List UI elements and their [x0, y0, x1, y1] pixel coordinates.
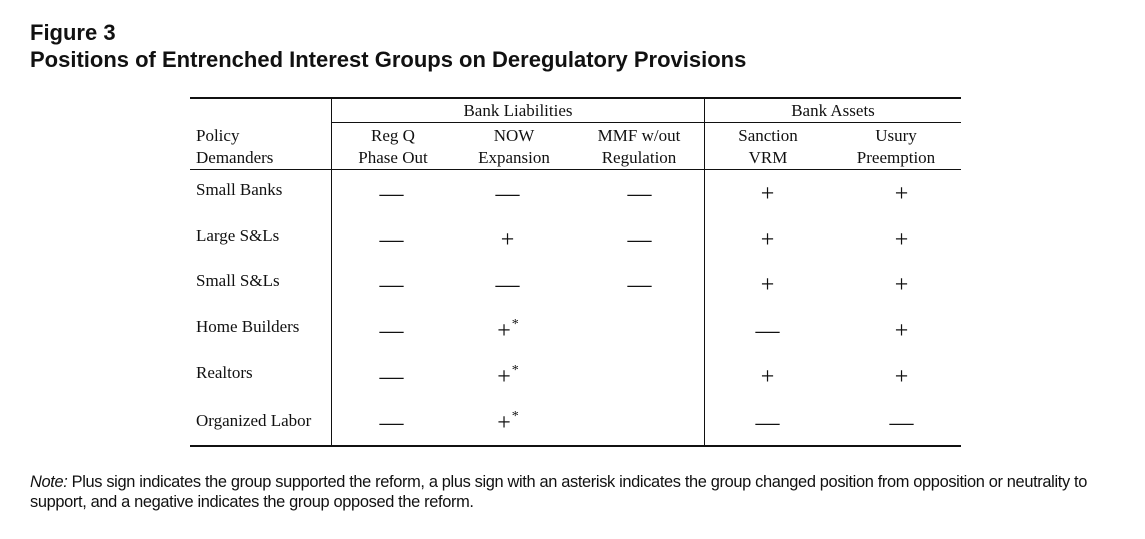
position-cell: —: [738, 411, 798, 439]
figure-label: Figure 3: [30, 20, 116, 45]
position-cell: [610, 319, 670, 347]
position-symbol: —: [889, 410, 914, 436]
position-cell: —: [362, 365, 422, 393]
position-symbol: —: [495, 181, 520, 207]
position-cell: —: [872, 411, 932, 439]
column-header-reg-q-line2: Phase Out: [358, 148, 428, 167]
position-symbol: —: [755, 318, 780, 344]
position-cell: +: [872, 182, 932, 210]
position-symbol: +: [894, 318, 909, 344]
row-label: Small Banks: [196, 180, 283, 199]
figure-title: Positions of Entrenched Interest Groups …: [30, 47, 747, 72]
position-symbol: +: [760, 272, 775, 298]
table-bottom-rule: [190, 445, 961, 447]
position-symbol: —: [627, 227, 652, 253]
row-label: Organized Labor: [196, 411, 312, 430]
column-header-vrm-line1: Sanction: [738, 126, 798, 145]
position-cell: —: [362, 411, 422, 439]
group-underline: [332, 122, 961, 123]
divider-groups: [704, 99, 705, 447]
column-header-mmf-line2: Regulation: [601, 148, 677, 167]
position-cell: —: [362, 182, 422, 210]
position-cell: +*: [478, 363, 538, 393]
position-symbol: +: [894, 364, 909, 390]
column-header-mmf-line1: MMF w/out: [597, 126, 681, 145]
position-cell: —: [478, 273, 538, 301]
position-cell: +: [738, 273, 798, 301]
column-header-vrm-line2: VRM: [748, 148, 788, 167]
position-cell: [610, 411, 670, 439]
note-text: Plus sign indicates the group supported …: [30, 473, 1087, 511]
row-header-line1: Policy: [196, 126, 240, 145]
position-symbol: +: [894, 272, 909, 298]
divider-row-header: [331, 99, 332, 447]
position-cell: +*: [478, 317, 538, 347]
column-header-usury-line1: Usury: [875, 126, 917, 145]
figure-note: Note: Plus sign indicates the group supp…: [30, 472, 1130, 512]
positions-table: Bank Liabilities Bank Assets Policy Dema…: [190, 97, 961, 447]
position-cell: —: [362, 228, 422, 256]
table-top-rule: [190, 97, 961, 99]
row-header-line2: Demanders: [196, 148, 274, 167]
position-cell: —: [610, 273, 670, 301]
position-symbol: —: [379, 227, 404, 253]
position-cell: +: [478, 228, 538, 256]
position-cell: +: [872, 319, 932, 347]
position-asterisk: *: [511, 363, 519, 378]
position-symbol: +: [497, 318, 511, 344]
column-header-now-line1: NOW: [493, 126, 535, 145]
position-cell: +: [872, 365, 932, 393]
position-asterisk: *: [511, 409, 519, 424]
position-cell: —: [362, 273, 422, 301]
position-symbol: +: [894, 181, 909, 207]
row-label: Small S&Ls: [196, 271, 280, 290]
position-symbol: —: [627, 272, 652, 298]
header-bottom-rule: [190, 169, 961, 170]
position-cell: —: [362, 319, 422, 347]
row-label: Realtors: [196, 363, 253, 382]
column-header-reg-q-line1: Reg Q: [371, 126, 415, 145]
position-cell: +: [872, 228, 932, 256]
position-symbol: +: [500, 227, 515, 253]
position-symbol: —: [379, 318, 404, 344]
position-cell: —: [610, 228, 670, 256]
position-symbol: —: [379, 272, 404, 298]
position-symbol: —: [755, 410, 780, 436]
position-symbol: +: [760, 181, 775, 207]
position-cell: +: [738, 182, 798, 210]
position-symbol: +: [497, 364, 511, 390]
position-symbol: —: [379, 410, 404, 436]
position-symbol: +: [497, 410, 511, 436]
position-symbol: +: [760, 227, 775, 253]
group-header-bank-assets: Bank Assets: [791, 101, 875, 120]
position-symbol: —: [495, 272, 520, 298]
position-symbol: +: [760, 364, 775, 390]
position-cell: +: [738, 228, 798, 256]
position-symbol: —: [627, 181, 652, 207]
row-label: Large S&Ls: [196, 226, 280, 245]
position-symbol: +: [894, 227, 909, 253]
position-symbol: —: [379, 364, 404, 390]
column-header-now-line2: Expansion: [478, 148, 550, 167]
position-cell: +: [872, 273, 932, 301]
position-asterisk: *: [511, 317, 519, 332]
position-cell: —: [478, 182, 538, 210]
position-cell: —: [738, 319, 798, 347]
position-symbol: —: [379, 181, 404, 207]
position-cell: +*: [478, 409, 538, 439]
group-header-bank-liabilities: Bank Liabilities: [463, 101, 573, 120]
column-header-usury-line2: Preemption: [856, 148, 936, 167]
row-label: Home Builders: [196, 317, 300, 336]
position-cell: [610, 365, 670, 393]
position-cell: —: [610, 182, 670, 210]
position-cell: +: [738, 365, 798, 393]
note-prefix: Note:: [30, 473, 68, 491]
